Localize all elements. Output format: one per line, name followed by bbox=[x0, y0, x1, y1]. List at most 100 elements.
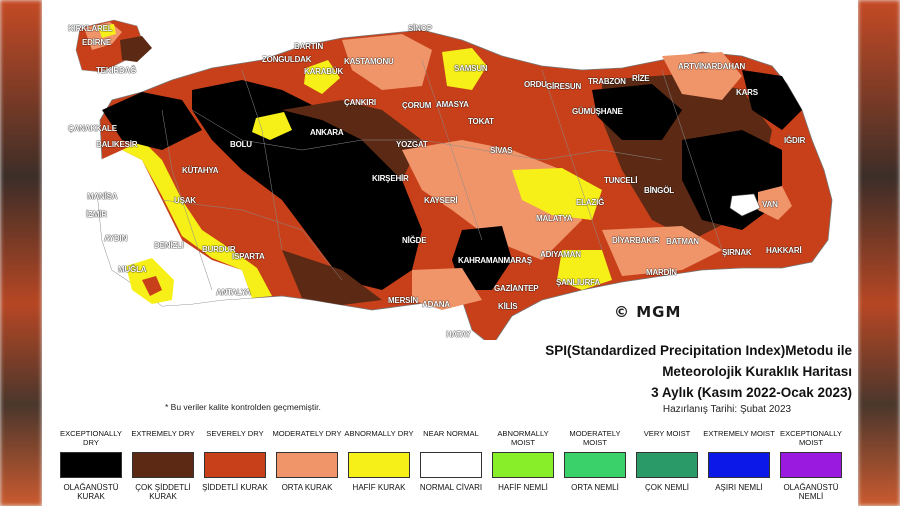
diyarbakir-moderate-zone bbox=[602, 226, 722, 276]
province-label: GÜMÜŞHANE bbox=[572, 107, 623, 116]
province-label: ELAZIĞ bbox=[576, 198, 605, 207]
province-label: AMASYA bbox=[436, 100, 469, 109]
bolu-yellow-spot bbox=[252, 112, 292, 140]
province-label: MERSİN bbox=[388, 296, 418, 305]
province-label: ISPARTA bbox=[232, 252, 265, 261]
legend-swatch bbox=[492, 452, 554, 478]
province-label: ŞANLIURFA bbox=[556, 278, 600, 287]
legend: EXCEPTIONALLY DRY OLAĞANÜSTÜ KURAK EXTRE… bbox=[54, 429, 850, 506]
province-label: TEKİRDAĞ bbox=[96, 66, 137, 75]
province-label: TUNCELİ bbox=[604, 176, 638, 185]
province-label: KARABÜK bbox=[304, 67, 344, 76]
legend-swatch bbox=[132, 452, 194, 478]
legend-label-tr: AŞIRI NEMLİ bbox=[715, 483, 763, 492]
artvin-moderate-zone bbox=[662, 52, 742, 100]
legend-swatch bbox=[636, 452, 698, 478]
province-label: MARDİN bbox=[646, 268, 677, 277]
province-label: YOZGAT bbox=[396, 140, 428, 149]
province-label: BİNGÖL bbox=[644, 186, 674, 195]
title-line-1: SPI(Standardized Precipitation Index)Met… bbox=[545, 343, 852, 358]
legend-swatch bbox=[564, 452, 626, 478]
turkey-drought-map bbox=[75, 19, 833, 340]
legend-swatch bbox=[204, 452, 266, 478]
legend-label-tr: ÇOK NEMLİ bbox=[644, 483, 689, 492]
province-label: KÜTAHYA bbox=[182, 166, 219, 175]
karabuk-yellow-spot bbox=[304, 60, 340, 94]
legend-item: SEVERELY DRY ŞİDDETLİ KURAK bbox=[198, 429, 272, 492]
mugla-severe-spot bbox=[142, 276, 162, 296]
province-label: SAMSUN bbox=[454, 64, 488, 73]
quality-control-note: * Bu veriler kalite kontrolden geçmemişt… bbox=[165, 402, 321, 412]
istanbul-extreme-zone bbox=[120, 36, 152, 62]
legend-label-en: MODERATELY MOIST bbox=[569, 429, 621, 447]
province-label: BARTIN bbox=[294, 42, 324, 51]
province-label: BOLU bbox=[230, 140, 252, 149]
province-label: RİZE bbox=[632, 74, 650, 83]
province-label: KAYSERİ bbox=[424, 196, 458, 205]
legend-label-tr: OLAĞANÜSTÜ NEMLİ bbox=[783, 483, 839, 501]
sanliurfa-yellow-zone bbox=[557, 250, 612, 290]
legend-label-tr: ÇOK ŞİDDETLİ KURAK bbox=[135, 483, 191, 501]
province-label: KİLİS bbox=[498, 302, 518, 311]
legend-label-en: EXTREMELY DRY bbox=[131, 429, 195, 438]
province-label: ARTVİN bbox=[678, 62, 707, 71]
elazig-yellow-zone bbox=[512, 168, 602, 220]
province-label: ADIYAMAN bbox=[540, 250, 581, 259]
province-label: HAKKARİ bbox=[766, 246, 802, 255]
legend-label-en: VERY MOIST bbox=[643, 429, 691, 438]
legend-label-tr: NORMAL CİVARI bbox=[419, 483, 483, 492]
legend-label-tr: HAFİF KURAK bbox=[352, 483, 406, 492]
legend-label-en: NEAR NORMAL bbox=[423, 429, 479, 438]
province-label: AYDIN bbox=[104, 234, 128, 243]
province-label: MANİSA bbox=[87, 192, 118, 201]
province-label: VAN bbox=[762, 200, 778, 209]
central-exceptionally-dry-zone bbox=[192, 80, 422, 290]
legend-item: EXTREMELY DRY ÇOK ŞİDDETLİ KURAK bbox=[126, 429, 200, 501]
province-label: ÇORUM bbox=[402, 101, 432, 110]
province-label: KASTAMONU bbox=[344, 57, 394, 66]
legend-swatch bbox=[60, 452, 122, 478]
province-label: SİNOP bbox=[408, 24, 432, 33]
west-abnormally-dry-belt bbox=[122, 140, 272, 298]
province-label: GAZİANTEP bbox=[494, 284, 539, 293]
province-label: KIRŞEHİR bbox=[372, 174, 409, 183]
thrace-normal-spot bbox=[98, 24, 116, 38]
kastamonu-moderate-zone bbox=[342, 34, 432, 90]
legend-item: MODERATELY MOIST ORTA NEMLİ bbox=[558, 429, 632, 492]
legend-swatch bbox=[780, 452, 842, 478]
legend-item: EXTREMELY MOIST AŞIRI NEMLİ bbox=[702, 429, 776, 492]
legend-item: ABNORMALLY DRY HAFİF KURAK bbox=[342, 429, 416, 492]
province-label: ARDAHAN bbox=[706, 62, 746, 71]
province-label: NİĞDE bbox=[402, 236, 427, 245]
province-label: BURDUR bbox=[202, 245, 236, 254]
kahramanmaras-black-zone bbox=[452, 226, 512, 290]
legend-item: MODERATELY DRY ORTA KURAK bbox=[270, 429, 344, 492]
legend-swatch bbox=[348, 452, 410, 478]
legend-label-en: ABNORMALLY MOIST bbox=[497, 429, 549, 447]
province-label: KARS bbox=[736, 88, 758, 97]
province-label: DİYARBAKIR bbox=[612, 236, 660, 245]
legend-label-tr: ORTA KURAK bbox=[281, 483, 333, 492]
province-label: TOKAT bbox=[468, 117, 494, 126]
province-label: ZONGULDAK bbox=[262, 55, 312, 64]
preparation-date: Hazırlanış Tarihi: Şubat 2023 bbox=[662, 404, 792, 415]
title-line-3: 3 Aylık (Kasım 2022-Ocak 2023) bbox=[651, 385, 852, 400]
province-label: TRABZON bbox=[588, 77, 626, 86]
province-label: IĞDIR bbox=[784, 136, 806, 145]
province-label: ANKARA bbox=[310, 128, 344, 137]
legend-label-tr: OLAĞANÜSTÜ KURAK bbox=[63, 483, 119, 501]
left-background-blur bbox=[0, 0, 42, 506]
legend-swatch bbox=[420, 452, 482, 478]
province-label: ORDU bbox=[524, 80, 547, 89]
province-label: MALATYA bbox=[536, 214, 573, 223]
south-extreme-zone bbox=[282, 250, 382, 305]
province-label: KAHRAMANMARAŞ bbox=[458, 256, 532, 265]
province-label: ANTALYA bbox=[216, 288, 251, 297]
map-title-block: SPI(Standardized Precipitation Index)Met… bbox=[482, 340, 852, 415]
legend-label-en: SEVERELY DRY bbox=[206, 429, 264, 438]
legend-label-en: EXTREMELY MOIST bbox=[703, 429, 775, 438]
legend-label-tr: HAFİF NEMLİ bbox=[498, 483, 548, 492]
province-label: EDİRNE bbox=[82, 38, 112, 47]
legend-item: NEAR NORMAL NORMAL CİVARI bbox=[414, 429, 488, 492]
province-label: İZMİR bbox=[86, 210, 107, 219]
